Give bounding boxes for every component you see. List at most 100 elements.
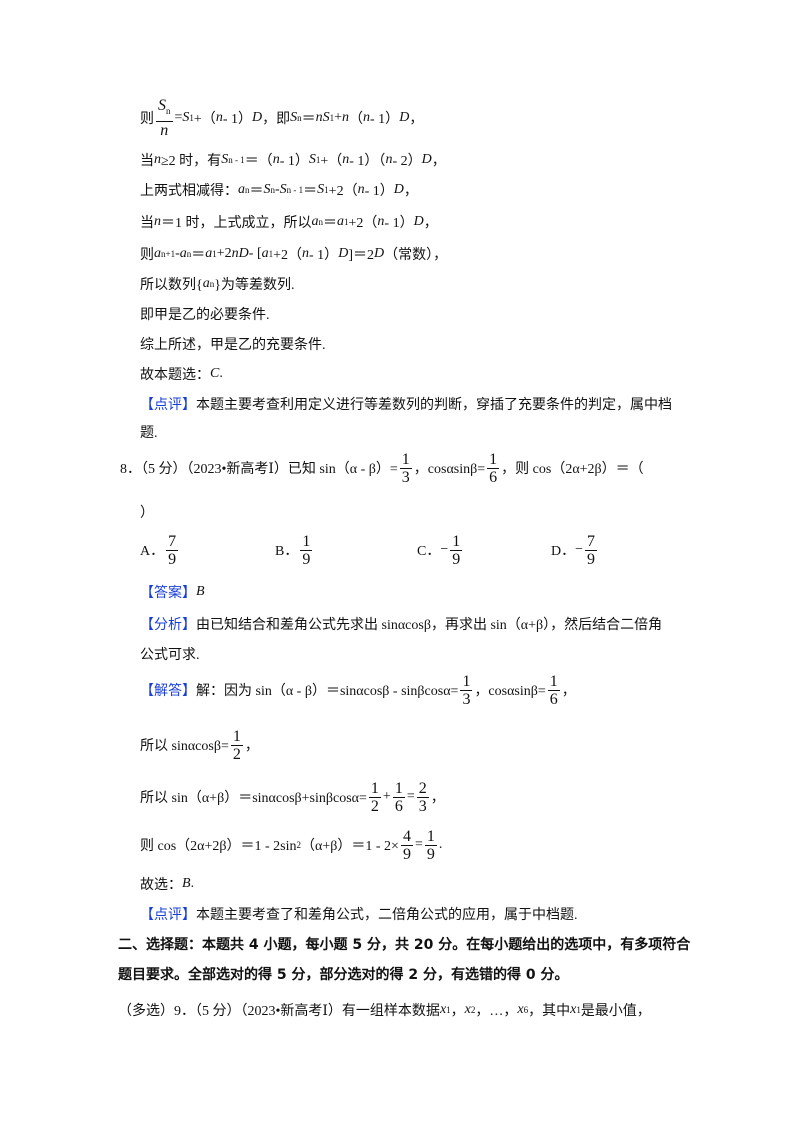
math-variable: B <box>182 876 191 891</box>
text-run: - 1） <box>222 112 252 127</box>
question-8-cont: ） <box>140 492 154 532</box>
text-run: . <box>219 366 223 381</box>
text-run: 7 <box>587 532 596 550</box>
text-run: ，…， <box>475 1004 518 1019</box>
text-run: ， <box>403 184 418 199</box>
text-run: + <box>382 789 391 804</box>
numerator: 1 <box>424 828 437 846</box>
analysis-q8: 【分析】 由已知结合和差角公式先求出 sinαcosβ，再求出 sin（α+β），… <box>140 604 662 644</box>
text-run: 2 <box>418 779 427 797</box>
text-run: ＝ <box>249 184 264 199</box>
text-run: }为等差数列. <box>214 278 295 293</box>
conclusion-line-1: 即甲是乙的必要条件. <box>140 294 270 334</box>
denominator: 2 <box>369 798 381 815</box>
section-2-heading-cont: 题目要求。全部选对的得 5 分，部分选对的得 2 分，有选错的得 0 分。 <box>118 954 568 994</box>
text-run: . <box>438 837 443 852</box>
section-tag: 【答案】 <box>140 586 196 601</box>
comment-q7-cont: 题. <box>140 412 158 452</box>
text-run: − <box>575 542 584 557</box>
text-run: 1 <box>549 672 558 690</box>
math-variable: nD <box>231 246 249 261</box>
denominator: 3 <box>400 469 412 486</box>
text-run: 解：因为 sin（α - β）＝sinαcosβ - sinβcosα= <box>196 684 459 699</box>
math-variable: D <box>338 246 349 261</box>
text-run: ，cosαsinβ= <box>474 684 546 699</box>
math-variable: n <box>357 182 365 197</box>
text-run: 8．（5 分）（2023•新高考Ⅰ）已知 sin（α - β）= <box>120 462 398 477</box>
subscript: n <box>318 217 324 227</box>
math-variable: C <box>210 366 220 381</box>
numerator: 1 <box>300 533 313 551</box>
math-variable: n <box>154 152 161 167</box>
math-variable: a <box>179 246 187 261</box>
derivation-line-6: 所以数列{a n}为等差数列. <box>140 264 294 304</box>
option-d: D． −7 9 <box>551 530 599 570</box>
text-run: ，即 <box>262 112 291 127</box>
numerator: 2 <box>416 779 429 798</box>
math-variable: a <box>154 246 161 261</box>
text-run: （α+β）＝1 - 2× <box>301 839 399 854</box>
math-variable: a <box>311 214 319 229</box>
math-variable: n <box>342 110 350 125</box>
section-2-heading: 二、选择题：本题共 4 小题，每小题 5 分，共 20 分。在每小题给出的选项中… <box>118 924 690 964</box>
subscript: n <box>245 185 250 195</box>
math-variable: a <box>202 276 210 291</box>
question-8: 8．（5 分）（2023•新高考Ⅰ）已知 sin（α - β）= 1 3 ，cosαs… <box>120 448 644 488</box>
math-variable: n <box>160 121 169 139</box>
text-run: ＝1 时，上式成立，所以 <box>161 216 312 231</box>
subscript: n <box>186 249 192 259</box>
text-run: 6 <box>394 797 403 815</box>
math-variable: a <box>261 246 269 261</box>
text-run: 7 <box>168 532 177 550</box>
math-variable: D <box>373 246 385 261</box>
numerator: 1 <box>368 780 381 798</box>
text-run: （ <box>349 112 364 127</box>
math-variable: x <box>517 1002 524 1017</box>
math-variable: x <box>464 1002 471 1017</box>
text-run: ， <box>561 684 576 699</box>
text-run: 所以 sin（α+β）＝sinαcosβ+sinβcosα= <box>140 791 367 806</box>
text-run: ， <box>431 154 446 169</box>
subscript: n+1 <box>161 249 176 259</box>
text-run: 则 <box>140 248 154 263</box>
denominator: 3 <box>460 691 472 708</box>
subscript: 1 <box>576 1005 581 1015</box>
conclusion-line-2: 综上所述，甲是乙的充要条件. <box>140 324 326 364</box>
fraction: Sn n <box>156 97 173 139</box>
text-run: . <box>190 876 195 891</box>
denominator: 9 <box>425 846 437 863</box>
comment-q7: 【点评】 本题主要考查利用定义进行等差数列的判断，穿插了充要条件的判定，属中档 <box>140 384 672 424</box>
solution-q8-line-1: 【解答】 解：因为 sin（α - β）＝sinαcosβ - sinβcosα=… <box>140 670 576 710</box>
text-run: = <box>406 789 415 804</box>
math-variable: D <box>393 182 404 197</box>
denominator: 3 <box>417 798 429 815</box>
text-run: ＝（ <box>244 154 273 169</box>
text-run: - 1）（ <box>349 154 386 169</box>
math-variable: S <box>158 97 166 115</box>
math-variable: S <box>308 152 316 167</box>
text-run: ， <box>423 216 438 231</box>
text-run: +2（ <box>348 216 378 231</box>
math-variable: n <box>302 246 310 261</box>
subscript: 6 <box>523 1005 529 1015</box>
math-variable: a <box>238 182 245 197</box>
text-run: 1 <box>489 450 498 468</box>
subscript: 1 <box>344 217 349 227</box>
text-run: 1 <box>462 672 471 690</box>
text-run: 故本题选： <box>140 368 210 383</box>
text-run: 本题主要考查了和差角公式，二倍角公式的应用，属于中档题. <box>196 908 578 923</box>
math-variable: n <box>154 214 161 229</box>
math-variable: a <box>205 246 213 261</box>
numerator: 1 <box>399 451 412 469</box>
text-run: ，其中 <box>528 1004 571 1019</box>
subscript: 1 <box>315 155 321 165</box>
math-variable: x <box>570 1002 577 1017</box>
math-variable: S <box>221 152 229 167</box>
denominator: 6 <box>548 691 560 708</box>
